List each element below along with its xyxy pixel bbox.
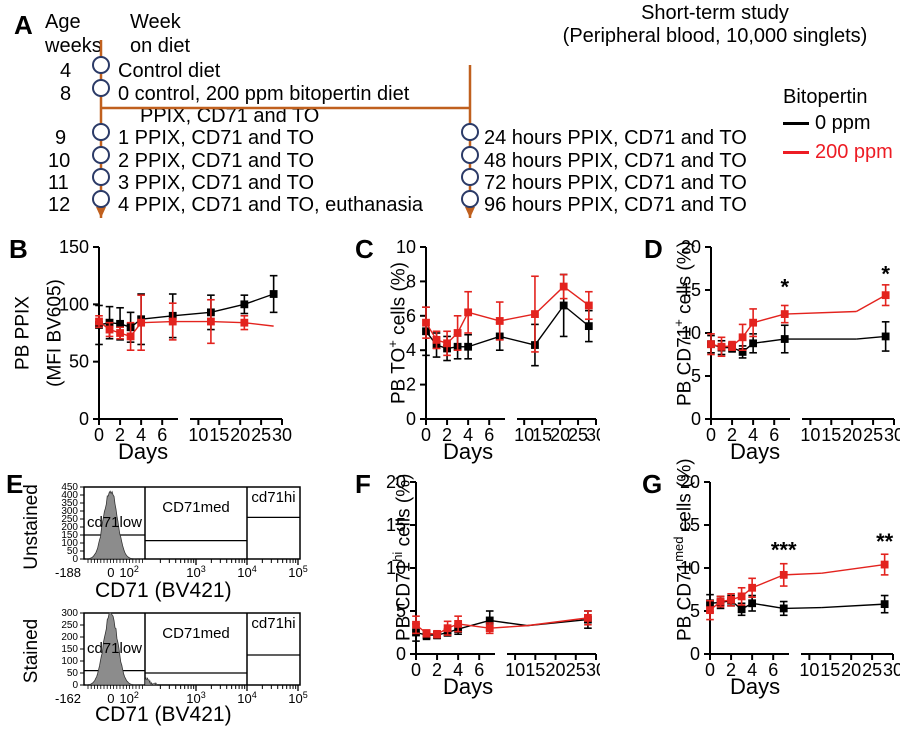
svg-text:0: 0 bbox=[691, 409, 701, 429]
svg-text:150: 150 bbox=[61, 644, 78, 655]
svg-text:0: 0 bbox=[79, 409, 89, 429]
svg-text:2: 2 bbox=[432, 660, 442, 680]
svg-text:6: 6 bbox=[474, 660, 484, 680]
svg-text:15: 15 bbox=[680, 515, 700, 535]
svg-text:20: 20 bbox=[841, 660, 861, 680]
svg-text:15: 15 bbox=[681, 280, 701, 300]
svg-text:5: 5 bbox=[690, 601, 700, 621]
svg-text:0: 0 bbox=[107, 565, 114, 580]
svg-text:25: 25 bbox=[566, 660, 586, 680]
svg-text:*: * bbox=[881, 261, 890, 286]
svg-text:0: 0 bbox=[706, 425, 716, 445]
svg-text:150: 150 bbox=[59, 237, 89, 257]
svg-text:103: 103 bbox=[186, 564, 205, 580]
svg-text:15: 15 bbox=[525, 660, 545, 680]
svg-text:5: 5 bbox=[691, 366, 701, 386]
svg-text:30: 30 bbox=[883, 660, 900, 680]
svg-text:20: 20 bbox=[230, 425, 250, 445]
svg-text:25: 25 bbox=[862, 660, 882, 680]
svg-text:250: 250 bbox=[61, 620, 78, 631]
svg-text:6: 6 bbox=[157, 425, 167, 445]
svg-text:**: ** bbox=[876, 529, 894, 554]
svg-text:2: 2 bbox=[115, 425, 125, 445]
svg-text:10: 10 bbox=[188, 425, 208, 445]
svg-text:4: 4 bbox=[748, 425, 758, 445]
svg-text:0: 0 bbox=[396, 644, 406, 664]
svg-text:15: 15 bbox=[820, 660, 840, 680]
svg-text:4: 4 bbox=[463, 425, 473, 445]
svg-text:***: *** bbox=[771, 538, 797, 563]
svg-text:CD71med: CD71med bbox=[162, 625, 230, 642]
svg-text:15: 15 bbox=[821, 425, 841, 445]
svg-text:10: 10 bbox=[799, 660, 819, 680]
svg-text:0: 0 bbox=[421, 425, 431, 445]
svg-text:4: 4 bbox=[453, 660, 463, 680]
svg-text:6: 6 bbox=[769, 425, 779, 445]
svg-text:450: 450 bbox=[61, 482, 78, 493]
svg-text:300: 300 bbox=[61, 608, 78, 619]
svg-text:2: 2 bbox=[727, 425, 737, 445]
svg-text:0: 0 bbox=[94, 425, 104, 445]
svg-text:10: 10 bbox=[386, 558, 406, 578]
svg-text:103: 103 bbox=[186, 690, 205, 706]
svg-text:10: 10 bbox=[505, 660, 525, 680]
svg-text:50: 50 bbox=[67, 668, 79, 679]
svg-text:2: 2 bbox=[442, 425, 452, 445]
svg-text:25: 25 bbox=[251, 425, 271, 445]
svg-text:0: 0 bbox=[690, 644, 700, 664]
svg-text:20: 20 bbox=[680, 472, 700, 492]
svg-text:200: 200 bbox=[61, 632, 78, 643]
svg-text:15: 15 bbox=[209, 425, 229, 445]
svg-text:4: 4 bbox=[136, 425, 146, 445]
svg-text:*: * bbox=[780, 274, 789, 299]
svg-text:2: 2 bbox=[726, 660, 736, 680]
svg-text:25: 25 bbox=[863, 425, 883, 445]
svg-text:30: 30 bbox=[586, 425, 600, 445]
svg-text:0: 0 bbox=[705, 660, 715, 680]
svg-text:cd71low: cd71low bbox=[87, 514, 142, 531]
svg-text:5: 5 bbox=[396, 601, 406, 621]
svg-text:30: 30 bbox=[586, 660, 600, 680]
svg-text:10: 10 bbox=[800, 425, 820, 445]
svg-text:cd71hi: cd71hi bbox=[251, 615, 295, 632]
svg-text:CD71med: CD71med bbox=[162, 499, 230, 516]
svg-text:6: 6 bbox=[484, 425, 494, 445]
svg-text:10: 10 bbox=[680, 558, 700, 578]
svg-text:20: 20 bbox=[842, 425, 862, 445]
svg-text:30: 30 bbox=[272, 425, 292, 445]
svg-text:4: 4 bbox=[406, 340, 416, 360]
svg-text:10: 10 bbox=[681, 323, 701, 343]
svg-text:2: 2 bbox=[406, 375, 416, 395]
svg-text:8: 8 bbox=[406, 271, 416, 291]
svg-text:104: 104 bbox=[237, 690, 256, 706]
svg-text:102: 102 bbox=[119, 690, 138, 706]
svg-text:100: 100 bbox=[59, 294, 89, 314]
svg-text:0: 0 bbox=[411, 660, 421, 680]
svg-text:30: 30 bbox=[884, 425, 900, 445]
svg-text:cd71low: cd71low bbox=[87, 640, 142, 657]
svg-text:0: 0 bbox=[72, 680, 78, 691]
svg-text:50: 50 bbox=[69, 352, 89, 372]
svg-text:-188: -188 bbox=[55, 565, 81, 580]
svg-text:0: 0 bbox=[107, 691, 114, 706]
svg-text:102: 102 bbox=[119, 564, 138, 580]
svg-text:20: 20 bbox=[386, 472, 406, 492]
svg-text:6: 6 bbox=[768, 660, 778, 680]
svg-text:6: 6 bbox=[406, 306, 416, 326]
svg-text:100: 100 bbox=[61, 656, 78, 667]
svg-text:4: 4 bbox=[747, 660, 757, 680]
svg-text:0: 0 bbox=[406, 409, 416, 429]
svg-text:104: 104 bbox=[237, 564, 256, 580]
svg-text:-162: -162 bbox=[55, 691, 81, 706]
svg-text:cd71hi: cd71hi bbox=[251, 489, 295, 506]
svg-text:20: 20 bbox=[546, 660, 566, 680]
svg-text:10: 10 bbox=[396, 237, 416, 257]
svg-text:15: 15 bbox=[386, 515, 406, 535]
svg-text:20: 20 bbox=[681, 237, 701, 257]
